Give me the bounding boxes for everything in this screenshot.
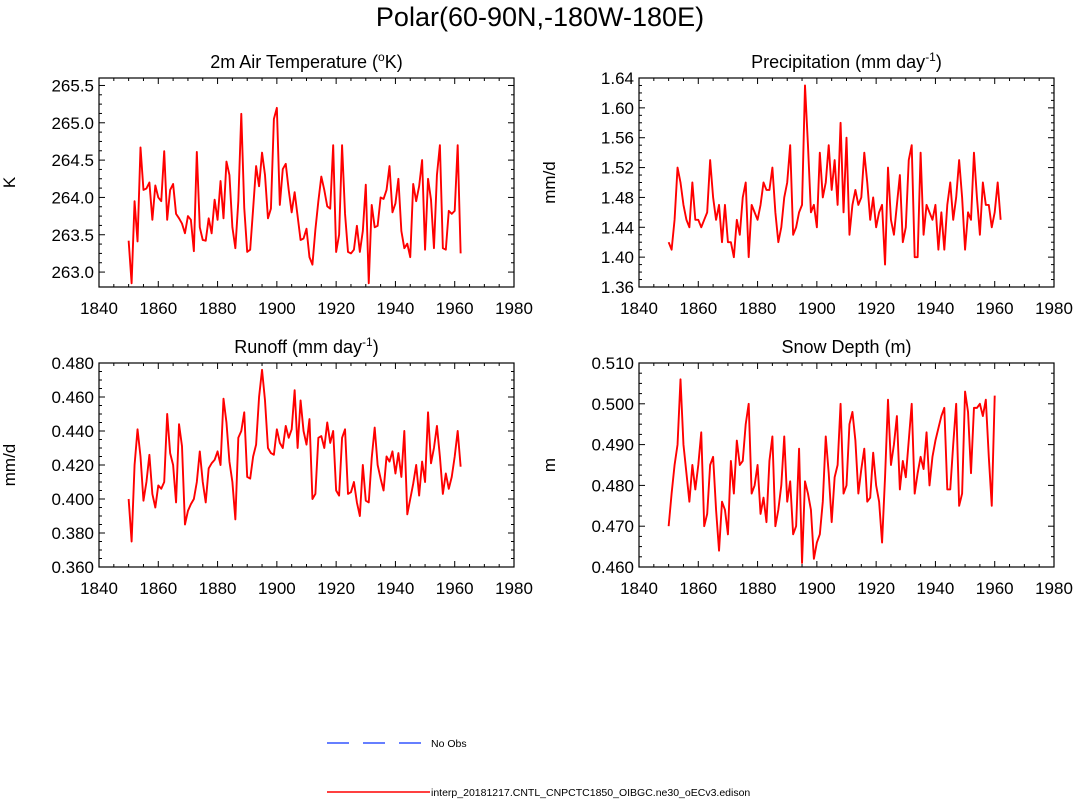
- x-tick-label: 1840: [620, 299, 658, 318]
- x-tick-label: 1900: [798, 579, 836, 598]
- y-tick-label: 0.480: [591, 476, 634, 495]
- panel-title-suffix: ): [936, 52, 942, 72]
- x-tick-label: 1920: [857, 299, 895, 318]
- y-tick-label: 265.0: [51, 114, 94, 133]
- panel-title-superscript: -1: [925, 50, 936, 64]
- x-tick-label: 1940: [377, 299, 415, 318]
- y-tick-label: 0.360: [51, 558, 94, 577]
- y-tick-label: 0.470: [591, 517, 634, 536]
- panel-temperature: 1840 1860 1880 1900 1920 1940 1960 1980 263.0 263…: [0, 50, 533, 318]
- plot-frame: [638, 77, 1055, 288]
- x-tick-label: 1920: [857, 579, 895, 598]
- panel-precipitation: 1840 1860 1880 1900 1920 1940 1960 1980 1.36 1.40…: [540, 50, 1073, 318]
- y-tick-label: 0.460: [51, 388, 94, 407]
- panel-title-suffix: ): [373, 337, 379, 357]
- y-tick-label: 0.510: [591, 354, 634, 373]
- panel-title-text: Runoff (mm day: [234, 337, 362, 357]
- legend: No Obs interp_20181217.CNTL_CNPCTC1850_O…: [327, 738, 750, 799]
- panel-title-text: 2m Air Temperature (: [210, 52, 378, 72]
- x-tick-label: 1880: [739, 579, 777, 598]
- series-line-precipitation: [667, 84, 1002, 266]
- series-line-runoff: [127, 368, 462, 543]
- panel-title-text: Precipitation (mm day: [751, 52, 925, 72]
- x-tick-label: 1860: [139, 579, 177, 598]
- x-tick-label: 1940: [917, 579, 955, 598]
- panel-title: Runoff (mm day-1): [234, 335, 378, 357]
- y-tick-label: 0.480: [51, 354, 94, 373]
- x-tick-label: 1940: [377, 579, 415, 598]
- y-tick-label: 1.60: [601, 99, 634, 118]
- x-tick-label: 1980: [1035, 579, 1073, 598]
- y-tick-label: 263.5: [51, 226, 94, 245]
- x-tick-label: 1900: [258, 579, 296, 598]
- y-tick-label: 1.56: [601, 129, 634, 148]
- x-tick-label: 1960: [976, 299, 1014, 318]
- y-tick-label: 1.40: [601, 248, 634, 267]
- panel-title: Precipitation (mm day-1): [751, 50, 942, 72]
- y-tick-label: 0.500: [591, 395, 634, 414]
- x-tick-label: 1860: [139, 299, 177, 318]
- plot-frame: [98, 77, 515, 288]
- x-tick-label: 1840: [80, 579, 118, 598]
- y-tick-label: 1.44: [601, 218, 634, 237]
- x-tick-label: 1980: [495, 579, 533, 598]
- y-tick-label: 0.440: [51, 422, 94, 441]
- y-tick-label: 0.460: [591, 558, 634, 577]
- panel-title: 2m Air Temperature (oK): [210, 50, 402, 72]
- x-tick-label: 1880: [199, 579, 237, 598]
- y-tick-label: 264.5: [51, 151, 94, 170]
- panel-title-suffix: K): [385, 52, 403, 72]
- panel-title-superscript: -1: [362, 335, 373, 349]
- y-tick-label: 0.400: [51, 490, 94, 509]
- x-tick-label: 1900: [258, 299, 296, 318]
- x-tick-label: 1880: [199, 299, 237, 318]
- panel-snow-depth: 1840 1860 1880 1900 1920 1940 1960 1980 0.460 0.4…: [540, 337, 1073, 598]
- x-tick-label: 1860: [679, 299, 717, 318]
- y-axis-label: mm/d: [0, 444, 19, 487]
- panels: 1840 1860 1880 1900 1920 1940 1960 1980 263.0 263…: [0, 50, 1073, 598]
- y-tick-label: 1.48: [601, 188, 634, 207]
- x-tick-label: 1960: [436, 299, 474, 318]
- x-tick-label: 1840: [80, 299, 118, 318]
- x-tick-label: 1920: [317, 299, 355, 318]
- y-tick-label: 263.0: [51, 263, 94, 282]
- panel-title-superscript: o: [378, 50, 385, 64]
- x-tick-label: 1980: [495, 299, 533, 318]
- figure-title: Polar(60-90N,-180W-180E): [376, 2, 704, 32]
- y-tick-label: 264.0: [51, 188, 94, 207]
- legend-label-model: interp_20181217.CNTL_CNPCTC1850_OIBGC.ne…: [431, 787, 750, 799]
- y-axis-label: K: [0, 176, 19, 188]
- y-tick-label: 0.380: [51, 524, 94, 543]
- legend-label-no-obs: No Obs: [431, 738, 467, 750]
- x-tick-label: 1960: [436, 579, 474, 598]
- panel-runoff: 1840 1860 1880 1900 1920 1940 1960 1980 0.360 0.3…: [0, 335, 533, 598]
- y-tick-label: 1.64: [601, 69, 634, 88]
- x-tick-label: 1860: [679, 579, 717, 598]
- panel-title: Snow Depth (m): [781, 337, 911, 357]
- y-tick-label: 1.52: [601, 159, 634, 178]
- plot-frame: [98, 362, 515, 568]
- panel-title-text: Snow Depth (m): [781, 337, 911, 357]
- x-tick-label: 1920: [317, 579, 355, 598]
- x-tick-label: 1840: [620, 579, 658, 598]
- x-tick-label: 1900: [798, 299, 836, 318]
- y-axis-label: m: [540, 458, 559, 472]
- x-tick-label: 1960: [976, 579, 1014, 598]
- y-tick-label: 0.420: [51, 456, 94, 475]
- series-line-snow-depth: [667, 378, 996, 564]
- y-axis-label: mm/d: [540, 161, 559, 204]
- y-tick-label: 0.490: [591, 436, 634, 455]
- y-tick-label: 265.5: [51, 76, 94, 95]
- y-tick-label: 1.36: [601, 278, 634, 297]
- x-tick-label: 1880: [739, 299, 777, 318]
- x-tick-label: 1940: [917, 299, 955, 318]
- x-tick-label: 1980: [1035, 299, 1073, 318]
- series-line-temperature: [127, 106, 462, 285]
- plot-frame: [638, 362, 1055, 568]
